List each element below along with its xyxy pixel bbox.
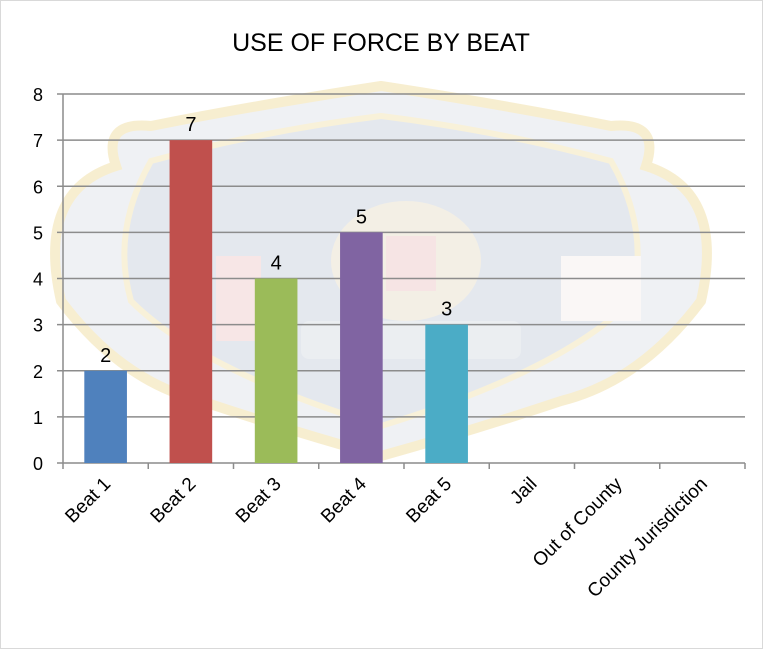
y-tick-label: 3: [33, 316, 43, 336]
y-tick-label: 1: [33, 408, 43, 428]
x-category-label: Beat 4: [317, 473, 371, 527]
bar: [84, 370, 127, 463]
data-label: 3: [441, 299, 452, 321]
chart-title: USE OF FORCE BY BEAT: [232, 29, 530, 57]
x-category-label: Beat 1: [61, 474, 115, 528]
y-tick-label: 4: [33, 270, 43, 290]
y-tick-label: 6: [33, 177, 43, 197]
y-tick-label: 7: [33, 131, 43, 151]
y-tick-label: 0: [33, 454, 43, 474]
x-category-label: Beat 3: [232, 474, 286, 528]
data-label: 4: [271, 253, 282, 275]
x-category-label: Jail: [506, 474, 541, 509]
bar: [425, 324, 468, 463]
data-label: 5: [356, 206, 367, 228]
data-labels: 2 7 4 5 3: [100, 114, 452, 367]
bars: [84, 140, 468, 463]
bar: [340, 232, 383, 463]
x-category-label: Beat 5: [402, 474, 456, 528]
data-label: 2: [100, 345, 111, 367]
y-tick-label: 5: [33, 223, 43, 243]
x-category-label: Out of County: [529, 473, 627, 571]
bar: [169, 140, 213, 463]
bar: [254, 278, 298, 463]
x-category-label: Beat 2: [147, 474, 201, 528]
y-tick-label: 2: [33, 362, 43, 382]
y-tick-label: 8: [33, 85, 43, 105]
data-label: 7: [185, 114, 196, 136]
y-axis-ticks: 0 1 2 3 4 5 6 7 8: [33, 85, 63, 474]
